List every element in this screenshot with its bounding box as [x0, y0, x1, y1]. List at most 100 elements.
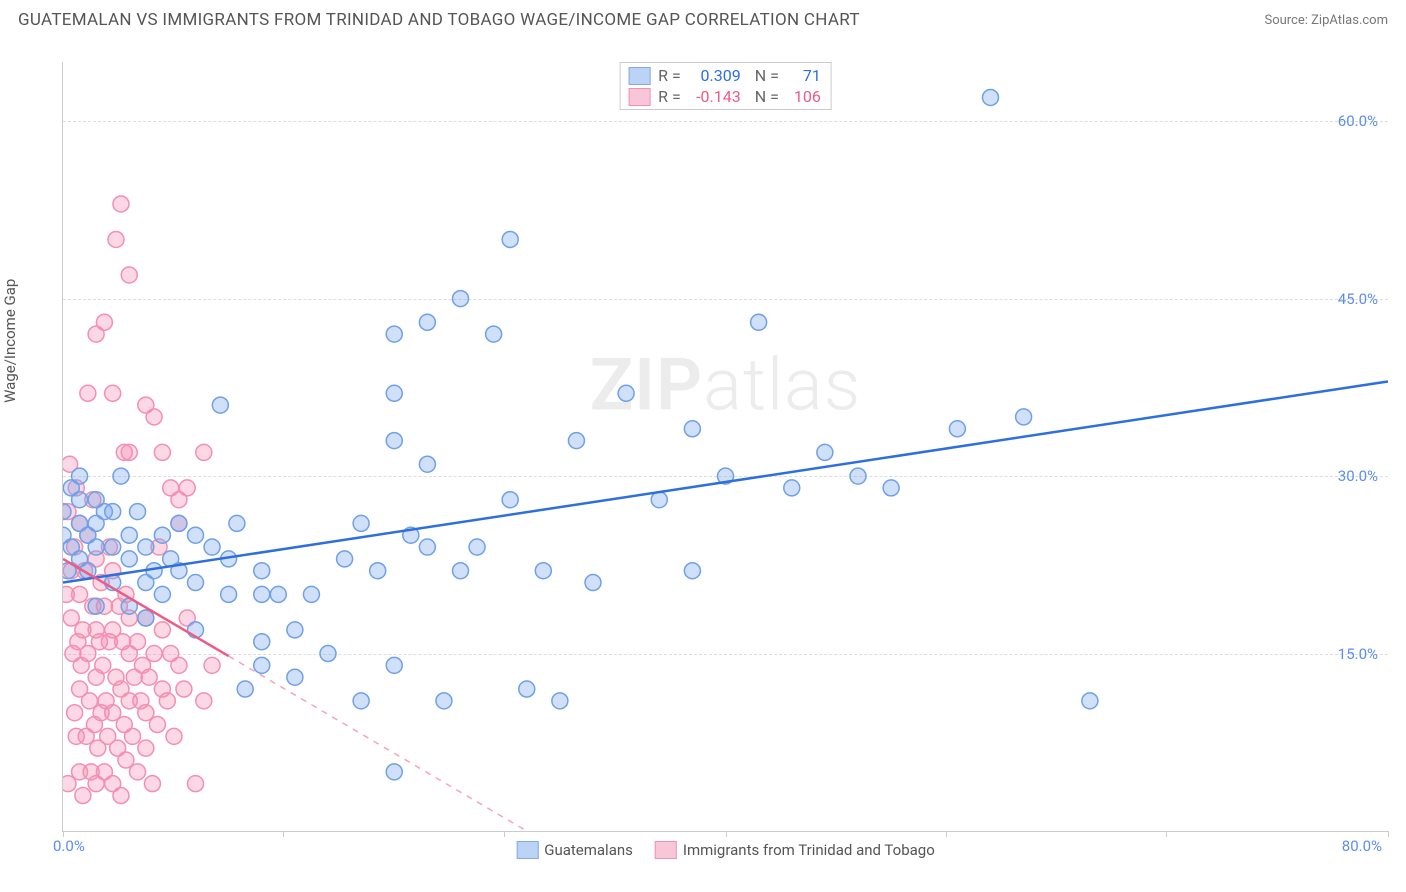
data-point-pink [179, 480, 195, 496]
data-point-pink [125, 728, 141, 744]
data-point-blue [949, 421, 965, 437]
data-point-blue [72, 492, 88, 508]
data-point-blue [370, 563, 386, 579]
data-point-blue [353, 693, 369, 709]
data-point-pink [113, 196, 129, 212]
data-point-blue [121, 527, 137, 543]
data-point-blue [154, 527, 170, 543]
data-point-pink [138, 740, 154, 756]
x-tick-mark [283, 831, 284, 837]
data-point-pink [188, 776, 204, 792]
data-point-blue [386, 657, 402, 673]
data-point-pink [113, 788, 129, 804]
x-tick-mark [946, 831, 947, 837]
data-point-pink [108, 231, 124, 247]
data-point-pink [144, 776, 160, 792]
data-point-blue [188, 575, 204, 591]
legend-swatch-blue [516, 841, 538, 859]
data-point-blue [568, 433, 584, 449]
data-point-pink [67, 705, 83, 721]
data-point-pink [105, 385, 121, 401]
data-point-blue [585, 575, 601, 591]
data-point-blue [535, 563, 551, 579]
data-point-blue [552, 693, 568, 709]
x-tick-mark [726, 831, 727, 837]
data-point-blue [436, 693, 452, 709]
data-point-blue [121, 551, 137, 567]
swatch-blue [628, 67, 650, 85]
data-point-blue [171, 515, 187, 531]
data-point-blue [105, 504, 121, 520]
data-point-blue [337, 551, 353, 567]
data-point-blue [453, 291, 469, 307]
data-point-pink [80, 385, 96, 401]
data-point-pink [75, 788, 91, 804]
data-point-pink [95, 657, 111, 673]
data-point-blue [88, 539, 104, 555]
data-point-blue [419, 456, 435, 472]
data-point-blue [453, 563, 469, 579]
legend-item-pink: Immigrants from Trinidad and Tobago [655, 841, 935, 859]
r-value-pink: -0.143 [687, 87, 741, 106]
data-point-pink [196, 444, 212, 460]
data-point-blue [254, 586, 270, 602]
data-point-blue [469, 539, 485, 555]
x-axis-min-label: 0.0% [53, 837, 85, 855]
data-point-blue [519, 681, 535, 697]
x-tick-mark [1388, 831, 1389, 837]
legend-item-blue: Guatemalans [516, 841, 633, 859]
source-text: Source: ZipAtlas.com [1264, 13, 1388, 28]
data-point-blue [751, 314, 767, 330]
data-point-blue [850, 468, 866, 484]
data-point-blue [113, 468, 129, 484]
data-point-pink [146, 646, 162, 662]
data-point-blue [105, 539, 121, 555]
y-axis-label: Wage/Income Gap [1, 279, 19, 403]
data-point-pink [154, 622, 170, 638]
data-point-blue [130, 504, 146, 520]
data-point-blue [1082, 693, 1098, 709]
data-point-blue [254, 563, 270, 579]
x-axis-max-label: 80.0% [1342, 837, 1382, 855]
swatch-pink [628, 88, 650, 106]
data-point-blue [386, 326, 402, 342]
data-point-pink [176, 681, 192, 697]
data-point-blue [154, 586, 170, 602]
data-point-blue [212, 397, 228, 413]
data-point-blue [502, 231, 518, 247]
data-point-pink [72, 586, 88, 602]
data-point-blue [229, 515, 245, 531]
legend-swatch-pink [655, 841, 677, 859]
x-tick-mark [504, 831, 505, 837]
data-point-blue [684, 563, 700, 579]
chart-title: GUATEMALAN VS IMMIGRANTS FROM TRINIDAD A… [18, 10, 860, 30]
chart-container: Wage/Income Gap ZIPatlas R = 0.309 N = 7… [18, 40, 1388, 872]
data-point-blue [386, 433, 402, 449]
data-point-blue [254, 657, 270, 673]
data-point-blue [817, 444, 833, 460]
trend-line-blue [63, 381, 1388, 582]
plot-area: ZIPatlas R = 0.309 N = 71 R = -0.143 N =… [62, 62, 1388, 832]
data-point-pink [154, 444, 170, 460]
data-point-pink [141, 669, 157, 685]
x-tick-mark [63, 831, 64, 837]
data-point-blue [618, 385, 634, 401]
data-point-blue [287, 622, 303, 638]
data-point-blue [502, 492, 518, 508]
data-point-pink [149, 717, 165, 733]
data-point-pink [204, 657, 220, 673]
data-point-blue [883, 480, 899, 496]
data-point-blue [138, 610, 154, 626]
data-point-blue [684, 421, 700, 437]
r-value-blue: 0.309 [687, 66, 741, 85]
correlation-legend: R = 0.309 N = 71 R = -0.143 N = 106 [619, 62, 832, 110]
data-point-blue [204, 539, 220, 555]
data-point-pink [130, 634, 146, 650]
data-point-blue [138, 539, 154, 555]
data-point-blue [419, 539, 435, 555]
legend-label-blue: Guatemalans [544, 841, 633, 859]
x-tick-mark [1166, 831, 1167, 837]
data-point-blue [784, 480, 800, 496]
data-point-pink [96, 314, 112, 330]
correlation-row-pink: R = -0.143 N = 106 [628, 86, 821, 107]
